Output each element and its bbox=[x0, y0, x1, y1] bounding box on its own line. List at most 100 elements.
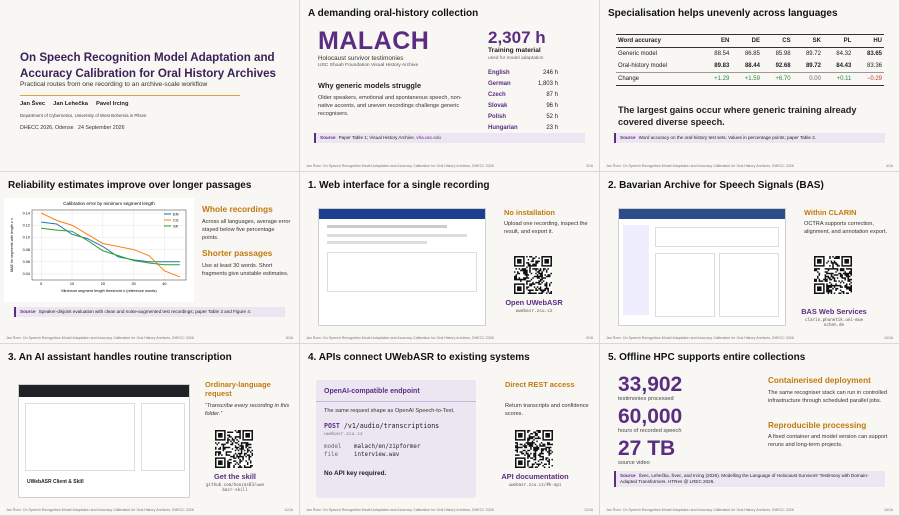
footer: Jan Švec: On Speech Recognition Model Ad… bbox=[306, 508, 494, 512]
stat-label: testimonies processed bbox=[618, 396, 674, 402]
footer: Jan Švec: On Speech Recognition Model Ad… bbox=[606, 508, 794, 512]
cell: Generic model bbox=[618, 51, 658, 57]
footer: Jan Švec: On Speech Recognition Model Ad… bbox=[6, 336, 194, 340]
collection-desc: Holocaust survivor testimonies bbox=[318, 55, 404, 62]
qr-code[interactable] bbox=[514, 256, 552, 294]
x-tick-label: 10 bbox=[70, 282, 74, 286]
screenshot-header bbox=[319, 209, 485, 219]
screenshot-panel bbox=[655, 253, 715, 317]
cell: +6.70 bbox=[775, 76, 791, 82]
divider bbox=[20, 95, 240, 96]
hours: 23 h bbox=[546, 125, 558, 131]
author: Jan Lehečka bbox=[53, 101, 88, 107]
slide: A demanding oral-history collection MALA… bbox=[300, 0, 599, 171]
venue: DHECC 2026, Odense bbox=[20, 125, 74, 131]
cell: 89.72 bbox=[805, 63, 821, 69]
screenshot-line bbox=[327, 225, 447, 228]
y-tick-label: 0.10 bbox=[23, 236, 30, 240]
source-link[interactable]: vha.usc.edu bbox=[416, 135, 442, 140]
box-text: The same request shape as OpenAI Speech-… bbox=[324, 408, 455, 414]
slide-title: A demanding oral-history collection bbox=[308, 8, 479, 19]
cell: −0.29 bbox=[866, 76, 882, 82]
language: German bbox=[488, 81, 511, 87]
page-number: 9/16 bbox=[586, 336, 593, 340]
hours-label: Training material bbox=[488, 47, 541, 54]
language-row: Polish 52 h bbox=[488, 114, 558, 125]
text: Upload one recording, inspect the result… bbox=[504, 221, 588, 236]
hours: 96 h bbox=[546, 103, 558, 109]
footer: Jan Švec: On Speech Recognition Model Ad… bbox=[6, 508, 194, 512]
cell: +0.11 bbox=[836, 76, 852, 82]
text: “Transcribe every recording in this fold… bbox=[205, 403, 290, 418]
screenshot-panel bbox=[141, 403, 185, 471]
slide: 5. Offline HPC supports entire collectio… bbox=[600, 344, 899, 515]
y-axis-label: MAE for segments with length ≥ n bbox=[10, 218, 14, 272]
header-cell: SK bbox=[812, 38, 821, 44]
line-chart: Calibration error by minimum segment len… bbox=[4, 198, 194, 302]
source: Švec, Lehečka, Švec, and Ircing (2026). … bbox=[620, 473, 869, 485]
box-divider bbox=[316, 401, 476, 402]
param-value: interview.wav bbox=[354, 451, 400, 458]
screenshot-line bbox=[327, 234, 467, 237]
cell: 86.85 bbox=[744, 51, 760, 57]
host: uwebasr.zcu.cz bbox=[324, 432, 363, 437]
cell: +1.29 bbox=[714, 76, 730, 82]
language: Polish bbox=[488, 114, 507, 120]
url[interactable]: clarin.phonetik.uni-muenchen.de bbox=[805, 317, 863, 327]
link-label[interactable]: BAS Web Services bbox=[801, 307, 867, 316]
text: Older speakers, emotional and spontaneou… bbox=[318, 95, 462, 118]
screenshot-header bbox=[619, 209, 785, 219]
source: Paper Table 1; Visual History Archive, bbox=[338, 135, 416, 140]
series-line bbox=[41, 212, 181, 278]
link-label[interactable]: Open UWebASR bbox=[505, 298, 563, 307]
language: Slovak bbox=[488, 103, 508, 109]
slide: 4. APIs connect UWebASR to existing syst… bbox=[300, 344, 599, 515]
url[interactable]: github.com/honzas83/uwebasr-skill bbox=[206, 482, 264, 492]
method: POST bbox=[324, 422, 340, 430]
page-number: 10/16 bbox=[884, 336, 893, 340]
cell: Oral-history model bbox=[618, 63, 668, 69]
qr-code[interactable] bbox=[515, 430, 553, 468]
chart-background bbox=[4, 198, 194, 302]
slide: 2. Bavarian Archive for Speech Signals (… bbox=[600, 172, 899, 343]
slide-title: 4. APIs connect UWebASR to existing syst… bbox=[308, 352, 530, 363]
box-title: OpenAI-compatible endpoint bbox=[324, 388, 420, 395]
footer: Jan Švec: On Speech Recognition Model Ad… bbox=[306, 164, 494, 168]
source-label: Source bbox=[20, 309, 36, 314]
language-row: Hungarian 23 h bbox=[488, 125, 558, 136]
cell: 92.68 bbox=[775, 63, 791, 69]
language-table: English 246 h German 1,803 h Czech 87 h Slovak… bbox=[488, 70, 558, 136]
language-row: Czech 87 h bbox=[488, 92, 558, 103]
takeaway: The largest gains occur where generic tr… bbox=[618, 105, 857, 127]
language-row: English 246 h bbox=[488, 70, 558, 81]
slide: On Speech Recognition Model Adaptation a… bbox=[0, 0, 299, 171]
hours: 2,307 h bbox=[488, 28, 546, 47]
url[interactable]: uwebasr.zcu.cz/#k-api bbox=[508, 482, 562, 487]
source: Word accuracy on the oral-history test s… bbox=[638, 135, 817, 140]
screenshot bbox=[318, 208, 486, 326]
x-axis-label: Minimum segment length threshold n (refe… bbox=[61, 288, 157, 293]
param-value: malach/en/zipformer bbox=[354, 444, 421, 450]
url[interactable]: uwebasr.zcu.cz bbox=[515, 309, 553, 314]
page-number: 8/16 bbox=[286, 336, 293, 340]
qr-pattern bbox=[514, 256, 552, 294]
source-label: Source bbox=[620, 135, 636, 140]
link-label[interactable]: Get the skill bbox=[214, 472, 256, 481]
x-tick-label: 30 bbox=[132, 282, 136, 286]
qr-code[interactable] bbox=[215, 430, 253, 468]
cell: 85.98 bbox=[775, 51, 791, 57]
link-label[interactable]: API documentation bbox=[501, 472, 569, 481]
heading: Ordinary-language request bbox=[205, 380, 271, 399]
text: A fixed container and model version can … bbox=[768, 434, 888, 449]
y-tick-label: 0.12 bbox=[23, 224, 30, 228]
row: Change +1.29 +1.59 +6.70 0.00 +0.11 −0.29 bbox=[616, 72, 884, 86]
endpoint-box: OpenAI-compatible endpoint The same requ… bbox=[316, 380, 476, 498]
row: Generic model 88.54 86.85 85.98 89.72 84.32 83… bbox=[616, 48, 884, 61]
page-number: 16/16 bbox=[884, 508, 893, 512]
cell: 0.00 bbox=[809, 76, 821, 82]
qr-code[interactable] bbox=[814, 256, 852, 294]
y-tick-label: 0.08 bbox=[23, 248, 30, 252]
page-number: 4/16 bbox=[886, 164, 893, 168]
series-line bbox=[41, 221, 180, 263]
screenshot-panel bbox=[655, 227, 779, 247]
